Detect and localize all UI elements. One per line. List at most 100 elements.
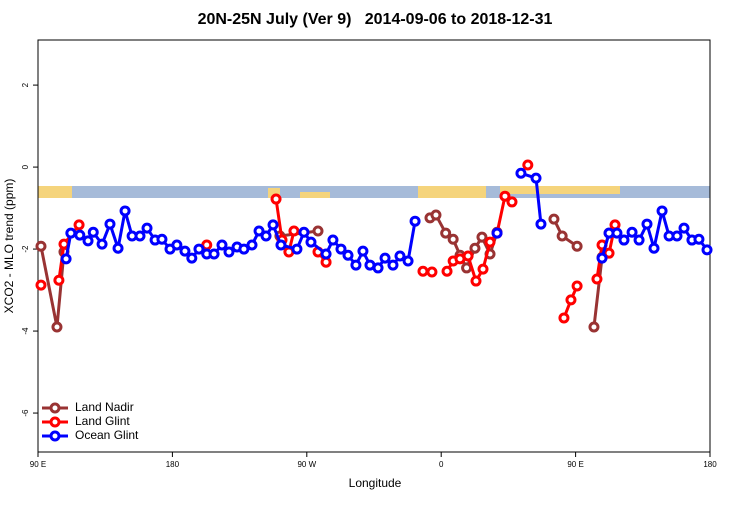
point [74,229,86,241]
point [208,248,220,260]
point [193,243,205,255]
point [626,226,638,238]
legend-marker [49,402,61,414]
point [379,252,391,264]
point [470,275,482,287]
point [96,238,108,250]
point [591,273,603,285]
land-band [268,188,280,198]
point [678,222,690,234]
point [693,233,705,245]
x-tick-label: 180 [703,460,717,469]
point [648,242,660,254]
point [305,236,317,248]
point [430,209,442,221]
x-tick-label: 90 W [297,460,316,469]
y-axis-label: XCO2 - MLO trend (ppm) [2,179,16,314]
point [112,242,124,254]
point [104,218,116,230]
point [565,294,577,306]
point [571,280,583,292]
series-line [39,213,611,328]
point [571,240,583,252]
x-tick-label: 180 [166,460,180,469]
point [491,227,503,239]
point [35,240,47,252]
point [506,196,518,208]
point [216,239,228,251]
point [291,243,303,255]
land-band [300,192,330,198]
point [372,262,384,274]
point [87,226,99,238]
point [327,234,339,246]
point [253,225,265,237]
point [357,245,369,257]
point [350,259,362,271]
legend-marker [49,430,61,442]
legend-label: Ocean Glint [75,428,139,442]
point [701,244,713,256]
legend-label: Land Glint [75,414,130,428]
point [535,218,547,230]
y-tick-label: -2 [21,245,30,253]
y-tick-label: -6 [21,409,30,417]
point [596,252,608,264]
x-tick-label: 90 E [30,460,46,469]
point [441,265,453,277]
point [618,234,630,246]
point [134,230,146,242]
point [335,243,347,255]
point [171,239,183,251]
point [51,321,63,333]
point [141,222,153,234]
point [156,233,168,245]
point [447,233,459,245]
x-axis-label: Longitude [349,476,402,490]
point [246,239,258,251]
point [82,235,94,247]
point [484,236,496,248]
point [298,226,310,238]
land-band [418,186,486,198]
legend-label: Land Nadir [75,400,134,414]
point [469,242,481,254]
point [35,279,47,291]
point [60,253,72,265]
point [426,266,438,278]
point [558,312,570,324]
point [671,230,683,242]
y-tick-label: -4 [21,327,30,335]
point [275,239,287,251]
point [633,234,645,246]
point [267,219,279,231]
land-band [38,186,72,198]
point [53,274,65,286]
point [656,205,668,217]
point [499,190,511,202]
point [462,250,474,262]
point [476,231,488,243]
point [548,213,560,225]
chart-title: 20N-25N July (Ver 9) 2014-09-06 to 2018-… [198,11,553,28]
map-strip [38,186,710,198]
point [342,249,354,261]
point [320,248,332,260]
point [402,255,414,267]
point [477,263,489,275]
point [119,205,131,217]
legend-marker [49,416,61,428]
point [530,172,542,184]
point [556,230,568,242]
point [522,159,534,171]
point [238,243,250,255]
point [387,259,399,271]
point [65,227,77,239]
point [312,225,324,237]
point [73,219,85,231]
point [223,246,235,258]
point [641,218,653,230]
point [260,230,272,242]
point [417,265,429,277]
point [186,252,198,264]
